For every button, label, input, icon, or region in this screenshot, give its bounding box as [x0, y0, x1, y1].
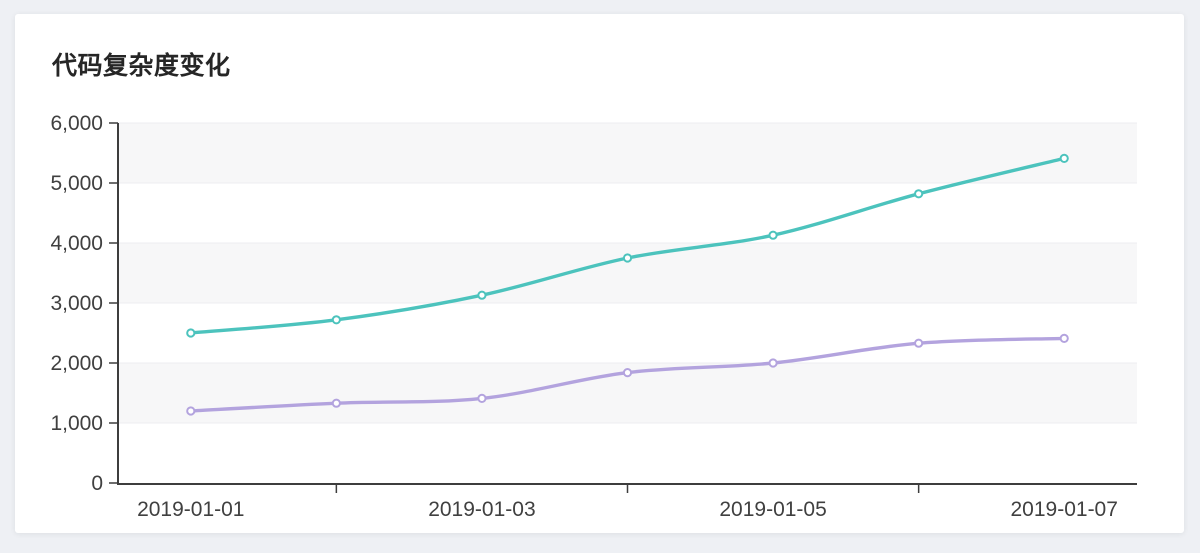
x-axis-label: 2019-01-03 [428, 498, 535, 521]
grid-band [118, 303, 1137, 363]
chart-canvas[interactable]: 0 1,000 2,000 3,000 4,000 5,000 6,000 2019-01-0… [15, 14, 1184, 533]
grid-band [118, 123, 1137, 183]
x-axis-label: 2019-01-07 [1011, 498, 1118, 521]
x-axis-label: 2019-01-05 [719, 498, 826, 521]
y-axis-label: 5,000 [50, 172, 103, 195]
y-axis-label: 3,000 [50, 292, 103, 315]
data-point[interactable] [622, 253, 633, 263]
x-axis-label: 2019-01-01 [137, 498, 244, 521]
data-point[interactable] [914, 338, 924, 348]
y-axis-label: 2,000 [50, 352, 103, 375]
data-point[interactable] [477, 290, 487, 300]
data-point[interactable] [186, 328, 196, 338]
data-point[interactable] [1059, 333, 1069, 343]
y-axis-label: 1,000 [50, 412, 103, 435]
data-point[interactable] [914, 189, 924, 199]
y-axis-label: 4,000 [50, 232, 103, 255]
data-point[interactable] [331, 315, 341, 325]
y-axis-label: 0 [91, 472, 103, 495]
y-axis-label: 6,000 [50, 112, 103, 135]
data-point[interactable] [331, 398, 341, 408]
data-point[interactable] [622, 368, 633, 378]
page-title: 代码复杂度变化 [52, 52, 231, 80]
grid-band [118, 243, 1137, 303]
line-chart[interactable]: 0 1,000 2,000 3,000 4,000 5,000 6,000 2019-01-0… [15, 14, 1184, 533]
grid-band [118, 183, 1137, 243]
data-point[interactable] [1059, 153, 1069, 163]
data-point[interactable] [768, 230, 778, 240]
grid-band [118, 423, 1137, 483]
data-point[interactable] [768, 358, 778, 368]
chart-card: 代码复杂度变化 0 1,000 2,000 3,000 4,000 5,000 6,000 2… [15, 14, 1184, 533]
data-point[interactable] [186, 406, 196, 416]
data-point[interactable] [477, 393, 487, 403]
